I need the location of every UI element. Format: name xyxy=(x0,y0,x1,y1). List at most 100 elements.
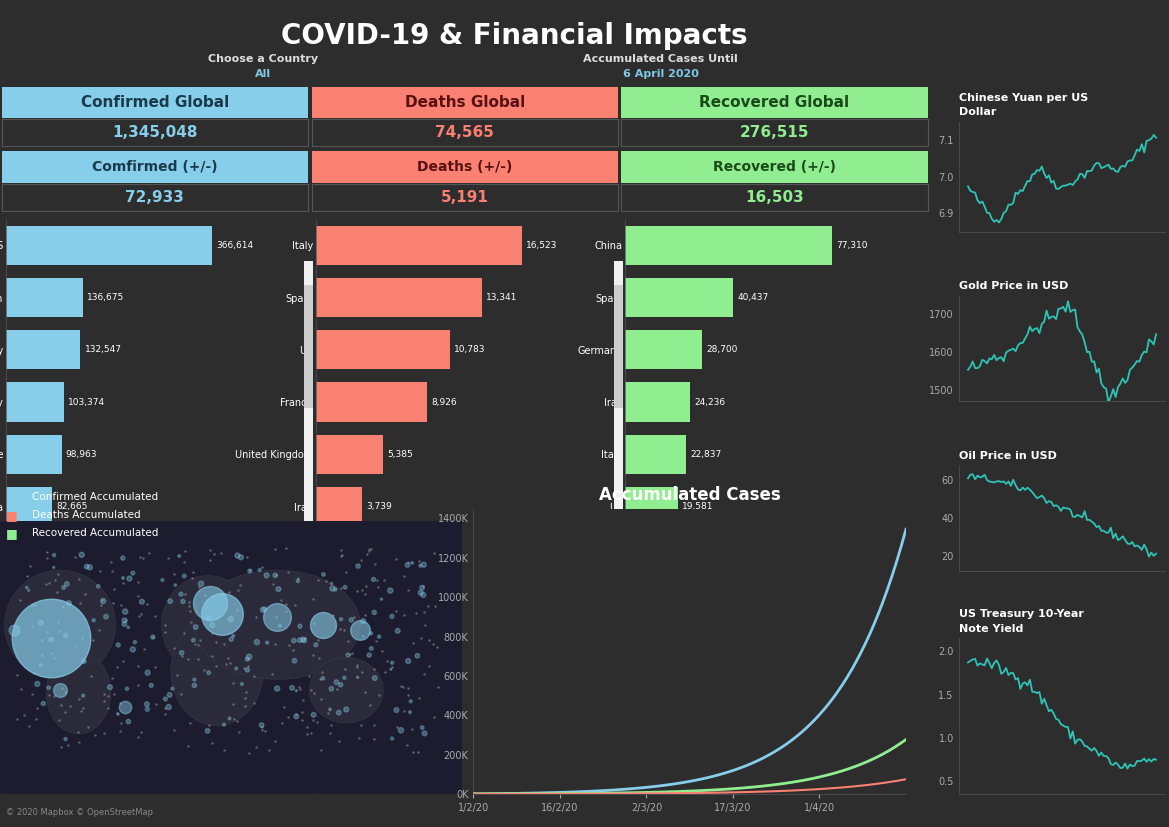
Point xyxy=(304,708,323,721)
Text: Dollar: Dollar xyxy=(959,108,996,117)
Point xyxy=(215,637,234,650)
Point xyxy=(233,677,251,691)
Point xyxy=(303,648,321,662)
Text: 17,428: 17,428 xyxy=(676,554,707,563)
Point xyxy=(336,662,354,676)
Point xyxy=(428,640,447,653)
Point xyxy=(411,632,430,645)
Point xyxy=(65,551,84,564)
Bar xyxy=(316,591,339,631)
Point xyxy=(355,608,374,621)
Point xyxy=(394,705,413,718)
Point xyxy=(330,734,348,748)
Bar xyxy=(316,696,336,735)
Point xyxy=(26,599,44,612)
Point xyxy=(295,633,313,647)
Point xyxy=(28,701,47,715)
Text: 72,933: 72,933 xyxy=(125,189,185,205)
Point xyxy=(172,687,191,700)
Point xyxy=(138,697,157,710)
Point xyxy=(131,726,150,739)
Text: Recovered Global: Recovered Global xyxy=(699,95,850,110)
Point xyxy=(166,578,185,591)
Point xyxy=(310,651,328,664)
Point xyxy=(269,582,288,595)
Point xyxy=(185,673,203,686)
Point xyxy=(56,686,75,699)
Point xyxy=(268,609,286,624)
Point xyxy=(28,677,47,691)
Point xyxy=(72,631,91,644)
Point xyxy=(387,704,406,717)
Point xyxy=(108,707,126,720)
Point xyxy=(220,712,238,725)
Point xyxy=(411,559,430,572)
Point xyxy=(219,652,237,665)
Point xyxy=(386,604,404,617)
Point xyxy=(212,547,230,560)
Bar xyxy=(316,382,427,422)
Point xyxy=(305,686,324,700)
Point xyxy=(113,576,132,590)
Bar xyxy=(6,435,62,474)
Point xyxy=(399,681,417,695)
Point xyxy=(224,713,243,726)
Point xyxy=(321,718,340,731)
Point xyxy=(188,638,207,652)
Point xyxy=(133,552,152,565)
Ellipse shape xyxy=(161,576,254,674)
Point xyxy=(354,614,373,628)
Point xyxy=(201,596,220,609)
Point xyxy=(296,631,314,644)
Point xyxy=(175,569,194,582)
Point xyxy=(303,592,321,605)
Point xyxy=(155,707,174,720)
Text: ■: ■ xyxy=(6,490,18,504)
Point xyxy=(70,596,89,609)
Point xyxy=(319,706,338,719)
Point xyxy=(202,737,221,750)
Point xyxy=(293,705,312,719)
Point xyxy=(366,672,385,685)
Point xyxy=(202,590,221,603)
Point xyxy=(343,613,361,626)
Point xyxy=(355,686,374,699)
Point xyxy=(247,610,265,624)
Point xyxy=(221,656,240,669)
Point xyxy=(424,638,443,651)
Point xyxy=(200,719,219,732)
Text: Deaths Accumulated: Deaths Accumulated xyxy=(32,510,140,520)
Point xyxy=(401,695,420,708)
Bar xyxy=(6,382,64,422)
Point xyxy=(424,546,443,559)
Point xyxy=(69,725,88,739)
Point xyxy=(241,564,260,577)
Text: ■: ■ xyxy=(6,509,18,522)
Point xyxy=(131,607,150,620)
Point xyxy=(214,743,233,757)
Point xyxy=(331,678,350,691)
Point xyxy=(360,698,379,711)
Text: 5,191: 5,191 xyxy=(441,189,489,205)
Point xyxy=(250,563,269,576)
Point xyxy=(53,681,71,695)
Point xyxy=(267,610,285,624)
Point xyxy=(118,682,137,696)
Point xyxy=(32,658,50,672)
Point xyxy=(277,542,296,555)
Point xyxy=(192,577,210,590)
Point xyxy=(320,703,339,716)
Text: © 2020 Mapbox © OpenStreetMap: © 2020 Mapbox © OpenStreetMap xyxy=(6,808,153,816)
Bar xyxy=(316,748,325,787)
Point xyxy=(228,549,247,562)
Point xyxy=(304,714,323,727)
Point xyxy=(355,587,374,600)
Point xyxy=(129,659,147,672)
Point xyxy=(170,549,188,562)
Point xyxy=(125,636,144,649)
Text: Choose a Country: Choose a Country xyxy=(208,54,318,64)
Point xyxy=(381,584,400,597)
Point xyxy=(373,644,392,657)
Point xyxy=(90,623,109,636)
Point xyxy=(254,603,272,616)
